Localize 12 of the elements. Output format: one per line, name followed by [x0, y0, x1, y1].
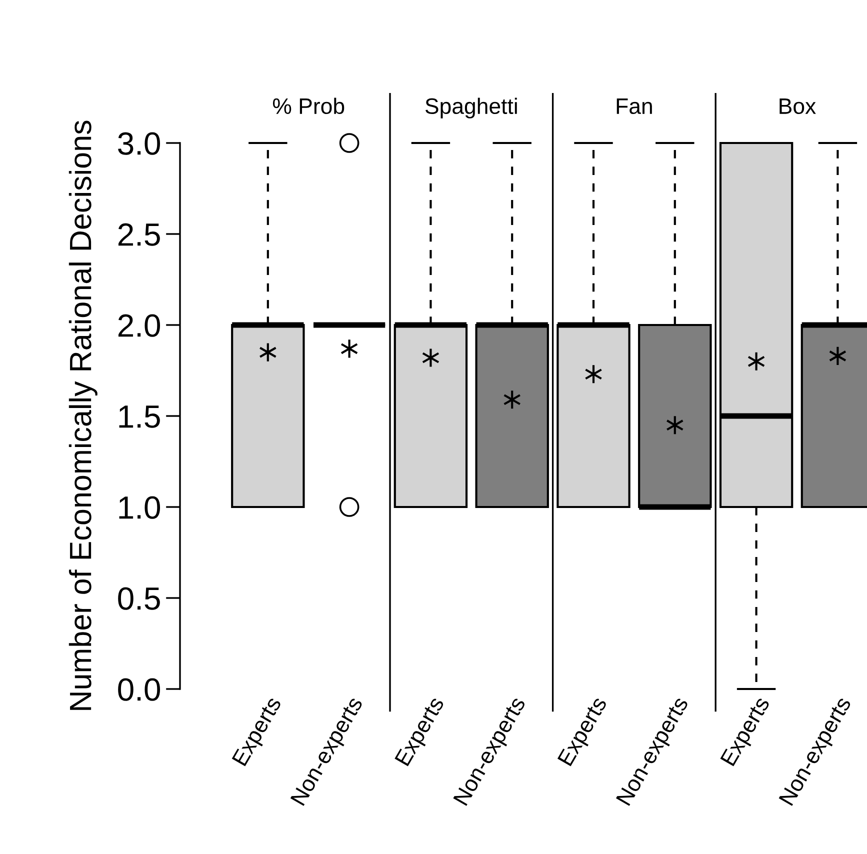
y-tick-label: 2.5	[118, 223, 160, 246]
y-tick-label: 3.0	[118, 132, 160, 155]
text: % Prob	[272, 98, 344, 114]
y-tick-label: 0.0	[118, 678, 160, 701]
y-tick-label: 2.0	[118, 314, 160, 337]
text: Fan	[616, 98, 652, 114]
text: Box	[780, 98, 816, 114]
y-tick-label: 1.0	[119, 496, 160, 519]
y-tick-label: 1.5	[119, 406, 160, 428]
y-axis-title: Number of Economically Rational Decisions	[68, 120, 98, 710]
y-tick-label: 0.5	[118, 587, 160, 610]
text: Spaghetti	[425, 98, 517, 118]
